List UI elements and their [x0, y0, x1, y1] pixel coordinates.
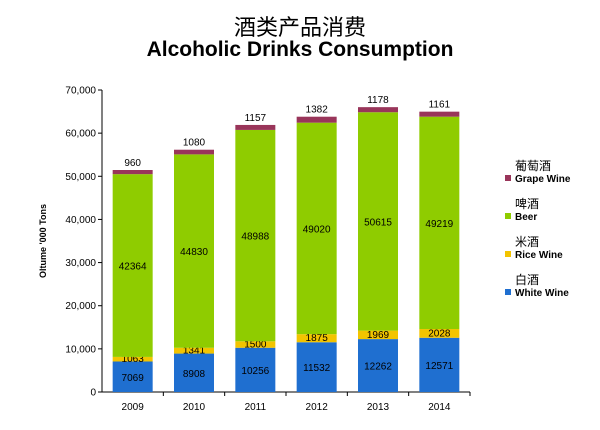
bar-white-wine-2012: [296, 342, 337, 392]
x-tick-label: 2013: [367, 402, 390, 413]
legend-label-white-wine: White Wine: [515, 288, 569, 299]
bar-rice-wine-2011: [235, 341, 276, 348]
legend-label-zh-grape-wine: 葡萄酒: [515, 159, 551, 173]
y-tick-label: 40,000: [65, 215, 96, 226]
legend-label-zh-white-wine: 白酒: [515, 272, 539, 287]
data-label-white-wine-2012: 11532: [303, 363, 331, 374]
legend-swatch-beer: [505, 213, 511, 219]
legend-label-rice-wine: Rice Wine: [515, 250, 563, 261]
bar-rice-wine-2013: [358, 330, 398, 340]
bar-grape-wine-2014: [419, 111, 460, 117]
y-tick-label: 30,000: [65, 258, 96, 269]
chart-title: 酒类产品消费: [233, 16, 366, 41]
data-label-beer-2012: 49020: [303, 224, 331, 235]
data-label-white-wine-2011: 10256: [241, 366, 269, 377]
data-label-grape-wine-2009: 960: [124, 158, 141, 169]
data-label-grape-wine-2013: 1178: [367, 95, 389, 106]
bar-rice-wine-2009: [112, 356, 153, 362]
data-label-white-wine-2014: 12571: [425, 361, 453, 372]
legend-swatch-white-wine: [505, 289, 511, 295]
bar-beer-2013: [358, 112, 398, 331]
data-label-rice-wine-2013: 1969: [367, 330, 390, 341]
legend-label-beer: Beer: [515, 212, 537, 223]
bar-white-wine-2010: [174, 353, 214, 392]
data-label-rice-wine-2014: 2028: [428, 328, 451, 339]
bar-rice-wine-2014: [419, 329, 460, 338]
legend-label-zh-rice-wine: 米酒: [515, 235, 539, 249]
x-tick-label: 2009: [122, 402, 145, 413]
bar-grape-wine-2011: [235, 124, 276, 130]
bar-rice-wine-2012: [296, 334, 337, 343]
data-label-rice-wine-2009: 1063: [122, 354, 145, 365]
bar-grape-wine-2009: [112, 170, 153, 175]
data-label-beer-2013: 50615: [364, 217, 392, 228]
data-label-beer-2011: 48988: [241, 232, 269, 243]
bar-beer-2010: [174, 154, 214, 348]
y-tick-label: 70,000: [65, 86, 96, 97]
data-label-rice-wine-2010: 1341: [183, 346, 206, 357]
legend-swatch-grape-wine: [505, 175, 511, 181]
data-label-beer-2014: 49219: [425, 219, 453, 230]
data-label-rice-wine-2011: 1500: [244, 340, 267, 351]
x-tick-label: 2011: [245, 402, 267, 413]
bar-beer-2012: [296, 122, 337, 335]
bar-beer-2014: [419, 116, 460, 330]
legend-label-zh-beer: 啤酒: [515, 196, 539, 211]
y-tick-label: 50,000: [65, 172, 96, 183]
bar-white-wine-2011: [235, 347, 276, 392]
y-tick-label: 10,000: [65, 344, 96, 355]
data-label-grape-wine-2012: 1382: [306, 105, 329, 116]
data-label-rice-wine-2012: 1875: [306, 333, 329, 344]
y-tick-label: 0: [90, 388, 96, 399]
bar-beer-2009: [112, 174, 153, 357]
bar-white-wine-2013: [358, 339, 398, 392]
data-label-grape-wine-2010: 1080: [183, 138, 206, 149]
data-label-beer-2009: 42364: [119, 262, 147, 273]
data-label-grape-wine-2014: 1161: [429, 100, 451, 111]
bar-grape-wine-2013: [358, 107, 398, 113]
legend-label-grape-wine: Grape Wine: [515, 174, 571, 185]
bar-grape-wine-2012: [296, 116, 337, 123]
data-label-white-wine-2013: 12262: [364, 362, 392, 373]
bar-white-wine-2009: [112, 361, 153, 392]
bar-beer-2011: [235, 129, 276, 342]
x-tick-label: 2014: [428, 402, 451, 413]
x-tick-label: 2012: [306, 402, 329, 413]
legend-swatch-rice-wine: [505, 251, 511, 257]
y-tick-label: 60,000: [65, 129, 96, 140]
data-label-white-wine-2009: 7069: [122, 373, 145, 384]
chart-subtitle: Alcoholic Drinks Consumption: [146, 38, 454, 61]
bar-rice-wine-2010: [174, 347, 214, 354]
y-tick-label: 20,000: [65, 301, 96, 312]
x-tick-label: 2010: [183, 402, 206, 413]
data-label-white-wine-2010: 8908: [183, 369, 206, 380]
bar-white-wine-2014: [419, 337, 460, 392]
y-axis-label: Oltume '000 Tons: [38, 204, 48, 278]
data-label-beer-2010: 44830: [180, 247, 208, 258]
bar-grape-wine-2010: [174, 149, 214, 155]
data-label-grape-wine-2011: 1157: [245, 113, 267, 124]
